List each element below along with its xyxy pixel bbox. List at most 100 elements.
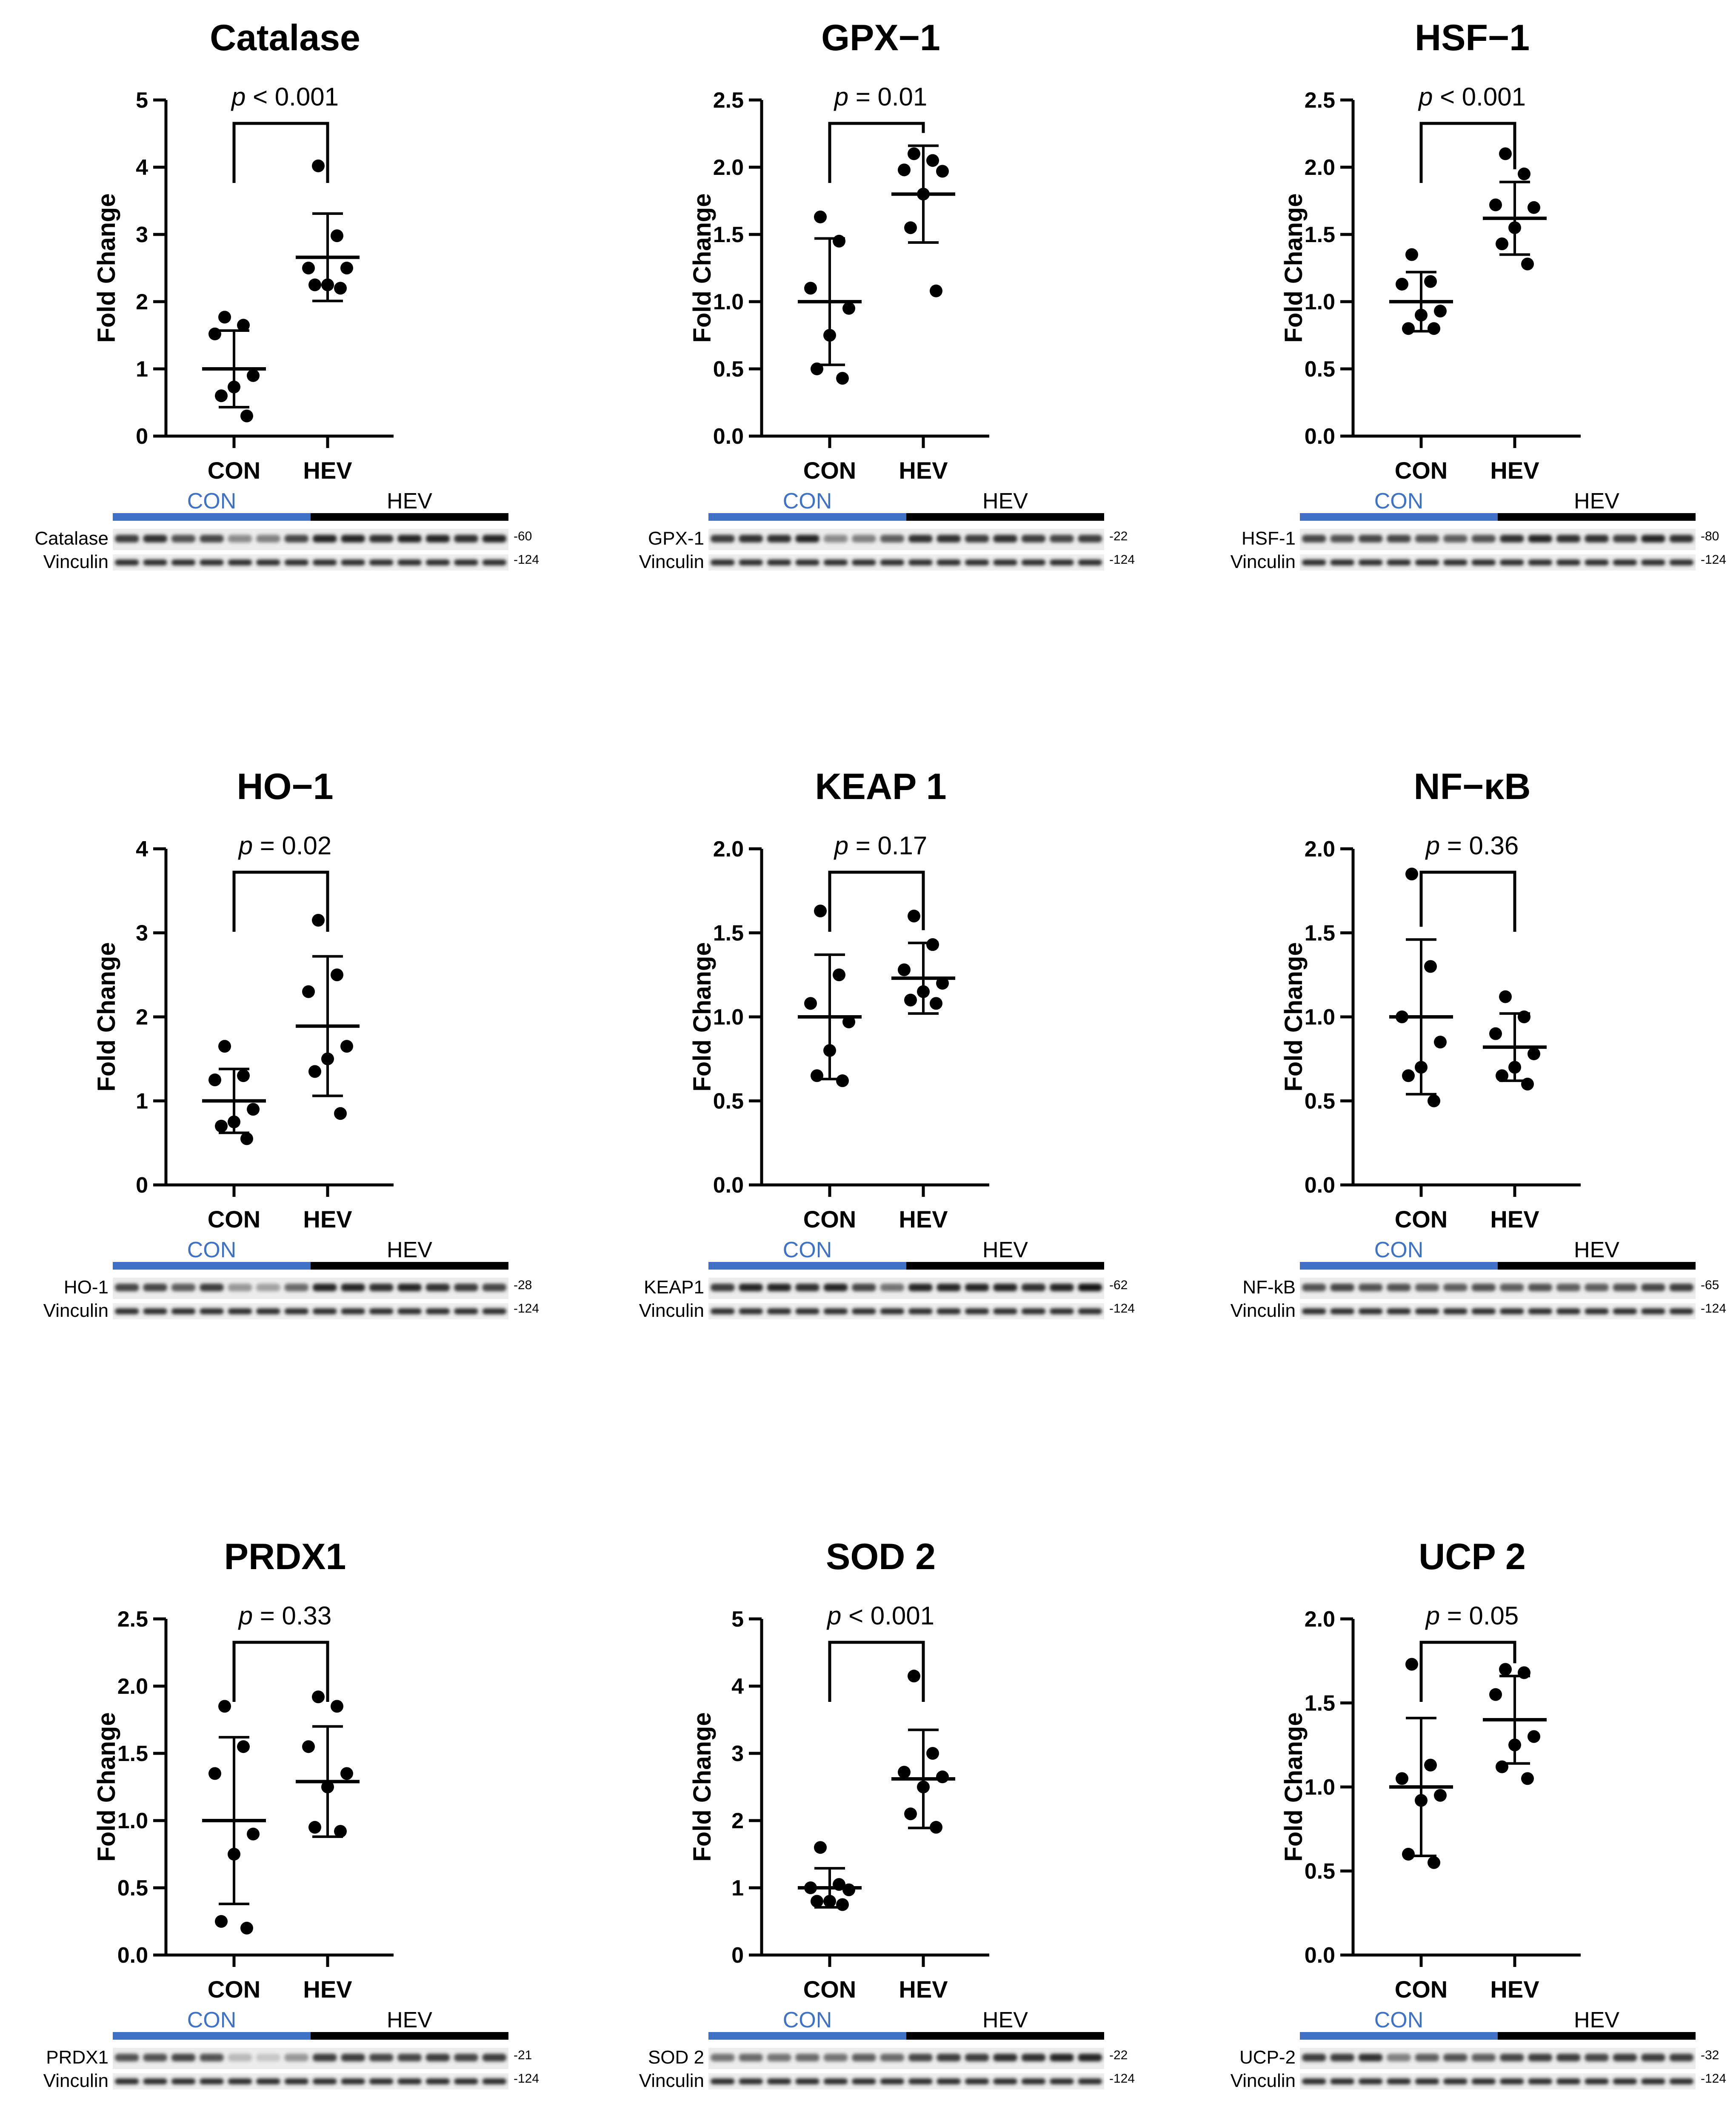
series-hev bbox=[296, 1690, 360, 1838]
loading-band bbox=[1050, 559, 1074, 565]
loading-band bbox=[1078, 1308, 1102, 1314]
y-tick-label: 1.5 bbox=[1305, 921, 1335, 946]
blot-band bbox=[852, 2054, 876, 2061]
loading-band bbox=[1500, 2078, 1524, 2084]
data-point bbox=[237, 319, 250, 332]
data-point bbox=[208, 1073, 221, 1087]
x-tick-label: HEV bbox=[1490, 457, 1539, 484]
blot-band bbox=[454, 2054, 478, 2061]
series-hev bbox=[891, 1670, 955, 1834]
blot-band bbox=[965, 1284, 989, 1291]
blot-band bbox=[1528, 2054, 1552, 2061]
y-tick-label: 0 bbox=[136, 1173, 148, 1198]
chart-panel-4: HO−1 p = 0.02 0 1 2 3 4 CON HEV Fold Change CON HEV… bbox=[43, 766, 539, 1321]
loading-band bbox=[256, 1308, 280, 1314]
blot-band bbox=[1358, 535, 1383, 542]
blot-band bbox=[256, 2054, 280, 2061]
x-tick-label: HEV bbox=[899, 1976, 948, 2003]
blot-con-label: CON bbox=[187, 2008, 237, 2032]
blot-band bbox=[1585, 1284, 1609, 1291]
blot-band bbox=[993, 2054, 1017, 2061]
p-value-label: p = 0.36 bbox=[1425, 831, 1519, 860]
loading-band bbox=[454, 1308, 478, 1314]
data-point bbox=[1496, 237, 1508, 251]
blot-loading-label: Vinculin bbox=[639, 2070, 704, 2091]
data-point bbox=[247, 1827, 260, 1841]
series-con bbox=[798, 1841, 862, 1911]
loading-band bbox=[369, 1308, 394, 1314]
data-point bbox=[814, 1841, 827, 1854]
loading-band bbox=[1387, 2078, 1411, 2084]
data-point bbox=[208, 1767, 221, 1780]
blot-hev-label: HEV bbox=[1574, 2008, 1619, 2032]
y-tick-label: 0.0 bbox=[1305, 1173, 1335, 1198]
data-point bbox=[930, 284, 942, 297]
blot-band bbox=[200, 2054, 224, 2061]
blot-band bbox=[1443, 535, 1468, 542]
p-value-label: p < 0.001 bbox=[826, 1601, 934, 1630]
y-tick-label: 4 bbox=[136, 837, 148, 862]
chart-title: Catalase bbox=[210, 17, 360, 58]
loading-band bbox=[482, 2078, 506, 2084]
loading-band bbox=[369, 2078, 394, 2084]
data-point bbox=[936, 1770, 949, 1784]
y-axis-label: Fold Change bbox=[93, 193, 120, 343]
blot-band bbox=[1528, 1284, 1552, 1291]
p-symbol: p bbox=[826, 1601, 841, 1630]
series-con bbox=[1389, 248, 1453, 335]
loading-band bbox=[1613, 559, 1637, 565]
y-tick-label: 0.5 bbox=[1305, 1859, 1335, 1884]
y-tick-label: 1 bbox=[136, 1089, 148, 1114]
loading-band bbox=[880, 2078, 904, 2084]
data-point bbox=[908, 1670, 920, 1683]
loading-band bbox=[1556, 1308, 1581, 1314]
loading-band bbox=[228, 1308, 252, 1314]
blot-band bbox=[1078, 535, 1102, 542]
data-point bbox=[836, 372, 849, 385]
blot-band bbox=[313, 1284, 337, 1291]
loading-band bbox=[200, 1308, 224, 1314]
data-point bbox=[1489, 198, 1502, 211]
data-point bbox=[215, 389, 228, 402]
series-hev bbox=[1483, 990, 1547, 1090]
y-tick-label: 4 bbox=[136, 155, 148, 180]
y-tick-label: 1.0 bbox=[1305, 1005, 1335, 1030]
blot-band bbox=[115, 535, 139, 542]
y-tick-label: 0.0 bbox=[1305, 1943, 1335, 1968]
data-point bbox=[302, 262, 315, 274]
blot-band bbox=[143, 535, 167, 542]
y-tick-label: 0.0 bbox=[713, 1173, 744, 1198]
loading-band bbox=[823, 1308, 848, 1314]
y-tick-label: 3 bbox=[136, 223, 148, 247]
blot-band bbox=[284, 2054, 308, 2061]
blot-band bbox=[1641, 535, 1665, 542]
p-value-label: p = 0.33 bbox=[238, 1601, 332, 1630]
data-point bbox=[334, 1107, 347, 1120]
data-point bbox=[1402, 1069, 1415, 1082]
loading-band bbox=[993, 1308, 1017, 1314]
blot-protein-kda: -65 bbox=[1701, 1278, 1719, 1292]
blot-band bbox=[1302, 2054, 1326, 2061]
x-tick-label: CON bbox=[1395, 457, 1448, 484]
blot-band bbox=[256, 535, 280, 542]
y-tick-label: 1.5 bbox=[713, 223, 744, 247]
data-point bbox=[321, 1052, 334, 1065]
blot-band bbox=[1471, 535, 1496, 542]
blot-band bbox=[482, 535, 506, 542]
blot-band bbox=[1500, 2054, 1524, 2061]
blot-band bbox=[1613, 2054, 1637, 2061]
chart-title: HSF−1 bbox=[1415, 17, 1530, 58]
data-point bbox=[1415, 1794, 1428, 1807]
blot-band bbox=[739, 1284, 763, 1291]
loading-band bbox=[454, 2078, 478, 2084]
y-tick-label: 1.5 bbox=[713, 921, 744, 946]
data-point bbox=[308, 278, 321, 291]
data-point bbox=[842, 1015, 855, 1028]
p-value-text: = 0.17 bbox=[848, 831, 927, 860]
blot-protein-label: HO-1 bbox=[64, 1277, 108, 1298]
series-con bbox=[798, 210, 862, 385]
blot-loading-label: Vinculin bbox=[1231, 2070, 1296, 2091]
data-point bbox=[1415, 308, 1428, 322]
